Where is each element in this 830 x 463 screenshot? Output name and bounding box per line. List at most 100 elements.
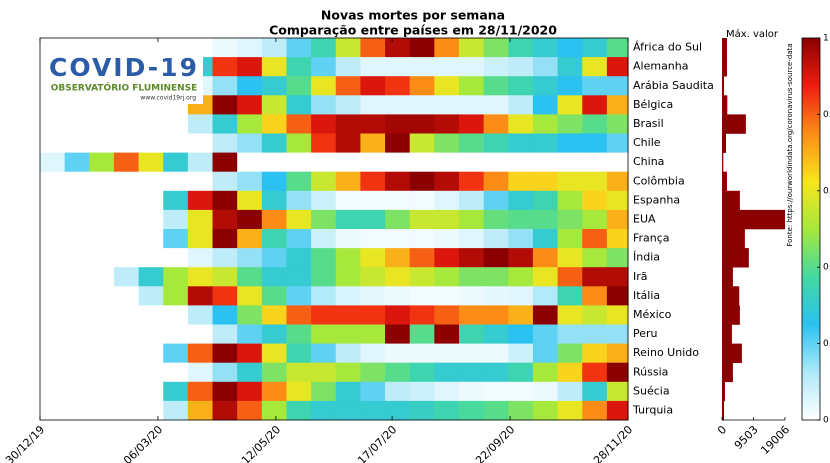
panel-tick-label: 0 bbox=[715, 423, 729, 437]
heat-cell bbox=[508, 95, 534, 115]
heat-cell bbox=[237, 114, 263, 134]
heat-cell bbox=[113, 152, 140, 173]
heat-cell bbox=[212, 248, 238, 268]
heat-cell bbox=[187, 381, 214, 402]
heat-cell bbox=[163, 381, 189, 402]
heat-cell bbox=[89, 324, 115, 344]
heat-cell bbox=[434, 114, 460, 134]
heat-cell bbox=[409, 133, 435, 153]
heat-cell bbox=[582, 324, 608, 344]
heat-cell bbox=[138, 343, 164, 364]
heat-cell bbox=[385, 362, 411, 383]
heat-cell bbox=[458, 95, 485, 115]
heat-cell bbox=[286, 152, 312, 173]
row-label: Reino Unido bbox=[633, 346, 699, 359]
heat-cell bbox=[483, 267, 509, 287]
heat-cell bbox=[606, 343, 629, 364]
heat-cell bbox=[582, 190, 608, 211]
heat-cell bbox=[212, 343, 238, 364]
heat-cell bbox=[532, 229, 559, 249]
heat-cell bbox=[360, 400, 386, 421]
heat-cell bbox=[237, 209, 263, 230]
heat-cell bbox=[40, 171, 66, 192]
heat-cell bbox=[335, 57, 362, 77]
row-label: Espanha bbox=[633, 193, 680, 206]
heat-cell bbox=[360, 343, 386, 364]
heat-cell bbox=[64, 133, 90, 153]
heat-cell bbox=[187, 114, 214, 134]
heat-cell bbox=[582, 133, 608, 153]
heat-cell bbox=[212, 324, 238, 344]
heat-cell bbox=[532, 267, 559, 287]
chart-title: Novas mortes por semana bbox=[321, 8, 505, 23]
heat-cell bbox=[286, 229, 312, 249]
heat-cell bbox=[212, 133, 238, 153]
axes-box bbox=[39, 37, 629, 421]
heat-cell bbox=[409, 152, 435, 173]
heat-cell bbox=[458, 38, 485, 58]
heat-cell bbox=[483, 229, 509, 249]
row-label: EUA bbox=[633, 212, 656, 225]
heat-cell bbox=[385, 343, 411, 364]
heat-cell bbox=[385, 248, 411, 268]
heat-cell bbox=[212, 286, 238, 306]
row-label: Rússia bbox=[633, 365, 668, 378]
heat-cell bbox=[508, 381, 534, 402]
heat-cell bbox=[409, 267, 435, 287]
heat-cell bbox=[557, 324, 583, 344]
heat-cell bbox=[458, 248, 485, 268]
heat-cell bbox=[138, 229, 164, 249]
heat-cell bbox=[582, 362, 608, 383]
heat-cell bbox=[113, 324, 140, 344]
row-label: México bbox=[633, 308, 672, 321]
heat-cell bbox=[483, 400, 509, 421]
heat-cell bbox=[212, 305, 238, 325]
max-bar bbox=[722, 343, 742, 363]
panel-label: Máx. valor bbox=[726, 28, 779, 40]
heat-cell bbox=[163, 400, 189, 421]
heat-cell bbox=[163, 248, 189, 268]
heat-cell bbox=[360, 171, 386, 192]
row-label: China bbox=[633, 155, 664, 168]
heat-cell bbox=[458, 133, 485, 153]
heat-cell bbox=[508, 229, 534, 249]
heat-cell bbox=[557, 171, 583, 192]
heat-cell bbox=[237, 267, 263, 287]
heat-cell bbox=[606, 267, 629, 287]
heat-cell bbox=[311, 248, 337, 268]
heat-cell bbox=[261, 324, 288, 344]
heat-cell bbox=[606, 286, 629, 306]
heat-cell bbox=[89, 343, 115, 364]
x-tick-label: 12/05/20 bbox=[239, 423, 283, 463]
heat-cell bbox=[409, 343, 435, 364]
heat-cell bbox=[434, 248, 460, 268]
heat-cell bbox=[237, 190, 263, 211]
heat-cell bbox=[557, 381, 583, 402]
heat-cell bbox=[311, 229, 337, 249]
heat-cell bbox=[508, 267, 534, 287]
heat-cell bbox=[385, 190, 411, 211]
heat-cell bbox=[261, 209, 288, 230]
heat-cell bbox=[532, 381, 559, 402]
heat-cell bbox=[64, 362, 90, 383]
heat-cell bbox=[286, 114, 312, 134]
heat-cell bbox=[113, 171, 140, 192]
row-label: França bbox=[633, 232, 670, 245]
heat-cell bbox=[557, 248, 583, 268]
heat-cell bbox=[212, 190, 238, 211]
heat-cell bbox=[138, 114, 164, 134]
heat-cell bbox=[360, 324, 386, 344]
heat-cell bbox=[434, 171, 460, 192]
max-bar bbox=[722, 38, 727, 58]
heat-cell bbox=[458, 190, 485, 211]
heat-cell bbox=[286, 381, 312, 402]
heat-cell bbox=[434, 286, 460, 306]
heat-cell bbox=[409, 38, 435, 58]
heat-cell bbox=[557, 209, 583, 230]
heat-cell bbox=[606, 400, 629, 421]
heat-cell bbox=[409, 305, 435, 325]
heat-cell bbox=[360, 190, 386, 211]
heat-cell bbox=[458, 305, 485, 325]
heat-cell bbox=[385, 381, 411, 402]
